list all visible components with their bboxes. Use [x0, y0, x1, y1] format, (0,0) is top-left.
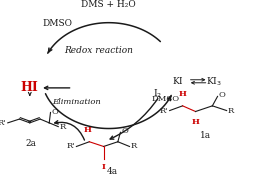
Text: 1a: 1a: [200, 131, 211, 140]
Text: H: H: [84, 126, 92, 134]
Text: Elimination: Elimination: [52, 98, 101, 106]
Text: R': R': [0, 119, 6, 127]
Text: KI$_3$: KI$_3$: [206, 75, 222, 88]
Text: DMSO: DMSO: [152, 95, 180, 103]
Text: R: R: [228, 107, 234, 115]
Text: KI: KI: [172, 77, 183, 86]
Text: H: H: [192, 118, 199, 126]
Text: R: R: [131, 143, 137, 150]
Text: DMS + H₂O: DMS + H₂O: [81, 0, 136, 9]
Text: HI: HI: [21, 81, 39, 94]
Text: R': R': [67, 143, 75, 150]
Text: H: H: [179, 90, 186, 98]
Text: I$_2$: I$_2$: [154, 87, 162, 100]
Text: DMSO: DMSO: [42, 19, 72, 28]
Text: 2a: 2a: [26, 139, 37, 148]
Text: Redox reaction: Redox reaction: [64, 46, 133, 55]
Text: O: O: [52, 108, 59, 115]
Text: 4a: 4a: [107, 167, 118, 176]
Text: I: I: [102, 163, 105, 170]
Text: O: O: [122, 127, 129, 135]
Text: O: O: [219, 91, 226, 99]
Text: R: R: [60, 123, 66, 131]
Text: R': R': [160, 107, 168, 115]
